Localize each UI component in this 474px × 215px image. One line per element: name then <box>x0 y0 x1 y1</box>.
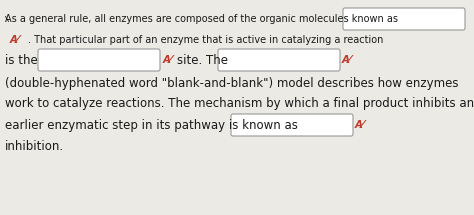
Text: A⁄: A⁄ <box>355 120 365 130</box>
Text: is the: is the <box>5 54 38 66</box>
Text: earlier enzymatic step in its pathway is known as: earlier enzymatic step in its pathway is… <box>5 118 298 132</box>
Text: A⁄: A⁄ <box>163 55 173 65</box>
Text: A⁄: A⁄ <box>342 55 352 65</box>
Text: (double-hyphenated word "blank-and-blank") model describes how enzymes: (double-hyphenated word "blank-and-blank… <box>5 77 458 89</box>
Text: A⁄: A⁄ <box>10 35 20 45</box>
Text: . That particular part of an enzyme that is active in catalyzing a reaction: . That particular part of an enzyme that… <box>28 35 383 45</box>
FancyBboxPatch shape <box>231 114 353 136</box>
Text: site. The: site. The <box>177 54 228 66</box>
Text: As a general rule, all enzymes are composed of the organic molecules known as: As a general rule, all enzymes are compo… <box>5 14 398 24</box>
Text: work to catalyze reactions. The mechanism by which a final product inhibits an: work to catalyze reactions. The mechanis… <box>5 97 474 111</box>
FancyBboxPatch shape <box>38 49 160 71</box>
FancyBboxPatch shape <box>343 8 465 30</box>
Text: inhibition.: inhibition. <box>5 140 64 154</box>
FancyBboxPatch shape <box>218 49 340 71</box>
